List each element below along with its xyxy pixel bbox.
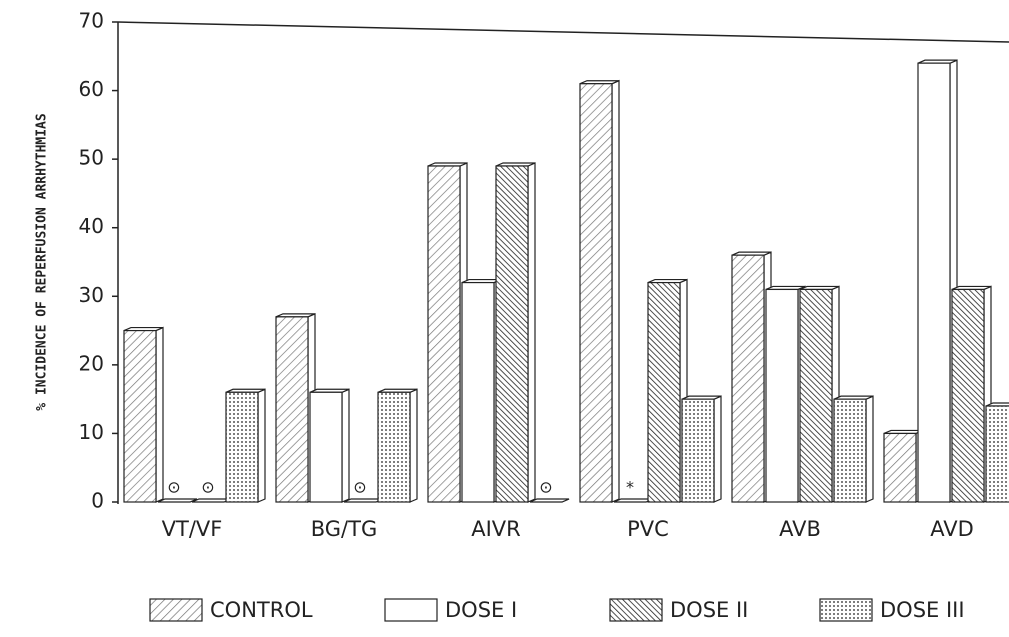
- legend-swatch: [819, 598, 873, 622]
- y-tick-label: 60: [79, 77, 104, 101]
- marker-annotation: ⊙: [201, 478, 214, 497]
- bar: [461, 281, 495, 503]
- bar-side: [865, 395, 874, 503]
- x-tick-label: AVB: [779, 517, 821, 541]
- bar: [985, 405, 1009, 503]
- bar-top: [157, 498, 198, 503]
- bar: [275, 316, 309, 503]
- bar: [427, 165, 461, 503]
- y-tick-label: 40: [79, 214, 104, 238]
- legend-swatch: [609, 598, 663, 622]
- bar-side: [155, 326, 164, 503]
- legend-label: DOSE I: [445, 598, 517, 622]
- bar: [681, 398, 715, 503]
- legend-label: CONTROL: [210, 598, 313, 622]
- bar: [799, 288, 833, 503]
- marker-annotation: ⊙: [539, 478, 552, 497]
- marker-annotation: *: [626, 478, 634, 497]
- bar: [377, 391, 411, 503]
- marker-annotation: ⊙: [353, 478, 366, 497]
- y-tick-label: 20: [79, 351, 104, 375]
- y-axis-label: % INCIDENCE OF REPERFUSION ARRHYTHMIAS: [35, 113, 50, 411]
- marker-annotation: ⊙: [167, 478, 180, 497]
- top-frame: [117, 21, 1009, 43]
- bar: [883, 432, 917, 503]
- bar: [833, 398, 867, 503]
- bar-side: [409, 388, 418, 503]
- y-tick-label: 10: [79, 420, 104, 444]
- bar-top: [191, 498, 232, 503]
- x-tick-label: BG/TG: [311, 517, 378, 541]
- y-tick-label: 0: [91, 489, 104, 513]
- bar-side: [611, 79, 620, 503]
- x-tick-label: PVC: [627, 517, 669, 541]
- bar: [123, 329, 157, 503]
- bar: [579, 83, 613, 503]
- y-tick-label: 70: [79, 9, 104, 33]
- bar: [951, 288, 985, 503]
- bar: [917, 62, 951, 503]
- bar: [225, 391, 259, 503]
- bar: [495, 165, 529, 503]
- x-tick-label: AVD: [930, 517, 974, 541]
- bar-side: [713, 395, 722, 503]
- bar-top: [343, 498, 384, 503]
- bar: [731, 254, 765, 503]
- bar: [647, 281, 681, 503]
- bar-top: [613, 498, 654, 503]
- legend-label: DOSE III: [880, 598, 965, 622]
- bar-side: [257, 388, 266, 503]
- y-tick-label: 30: [79, 283, 104, 307]
- legend-label: DOSE II: [670, 598, 748, 622]
- legend-swatch: [149, 598, 203, 622]
- bar-side: [341, 388, 350, 503]
- bar: [765, 288, 799, 503]
- bar-top: [529, 498, 570, 503]
- x-tick-label: AIVR: [471, 517, 521, 541]
- bar-side: [527, 162, 536, 503]
- x-tick-label: VT/VF: [162, 517, 223, 541]
- legend-swatch: [384, 598, 438, 622]
- bar: [309, 391, 343, 503]
- y-tick-label: 50: [79, 146, 104, 170]
